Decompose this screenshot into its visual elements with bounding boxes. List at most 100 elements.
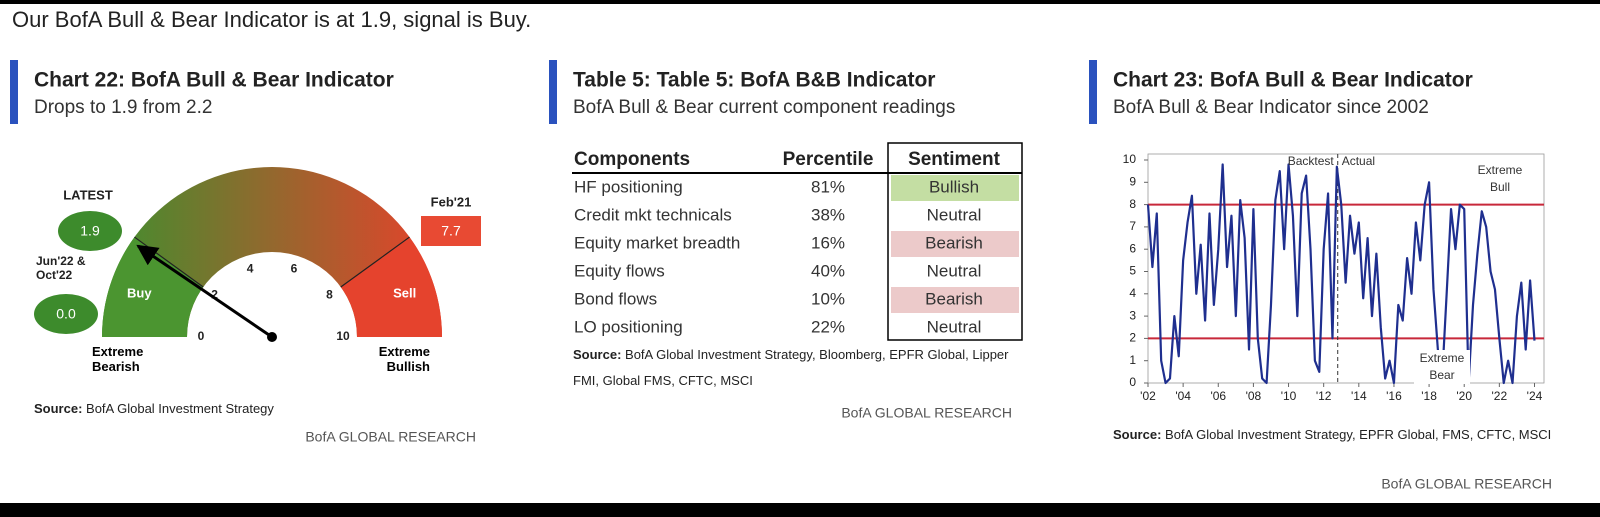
y-tick-label: 0 [1129, 375, 1136, 389]
table-cell: Neutral [927, 261, 982, 280]
line-source: Source: BofA Global Investment Strategy,… [1113, 427, 1552, 442]
line-title: Chart 23: BofA Bull & Bear Indicator [1113, 69, 1473, 92]
needle [136, 244, 273, 339]
y-tick-label: 3 [1129, 308, 1136, 322]
gauge-zone [340, 237, 442, 337]
label: Extreme Bullish [378, 344, 430, 374]
label: Extreme Bear [1414, 350, 1470, 384]
gauge-subtitle: Drops to 1.9 from 2.2 [34, 97, 212, 118]
table-cell: 16% [811, 233, 845, 252]
callout-label: LATEST [63, 187, 113, 202]
x-tick-label: '12 [1316, 389, 1332, 403]
table-cell: 40% [811, 261, 845, 280]
table-cell: Bond flows [574, 289, 657, 308]
table-source: Source: BofA Global Investment Strategy,… [573, 347, 1009, 388]
gauge-zone [102, 237, 204, 337]
x-tick-label: '14 [1351, 389, 1367, 403]
y-tick-label: 6 [1129, 241, 1136, 255]
sentiment-highlight [891, 175, 1019, 201]
callout-marker [421, 216, 481, 246]
y-tick-label: 4 [1129, 286, 1136, 300]
label-box: Jun'22 & Oct'22 [36, 254, 86, 282]
y-tick-label: 9 [1129, 174, 1136, 188]
top-border [0, 0, 1600, 4]
footer: BofA GLOBAL RESEARCH [841, 405, 1012, 421]
table-cell: 38% [811, 205, 845, 224]
sentiment-highlight [891, 287, 1019, 313]
gauge-title: Chart 22: BofA Bull & Bear Indicator [34, 69, 394, 92]
x-tick-label: '02 [1140, 389, 1156, 403]
headline: Our BofA Bull & Bear Indicator is at 1.9… [12, 7, 531, 32]
label: Extreme Bearish [92, 344, 144, 374]
source-text: BofA Global Investment Strategy, Bloombe… [573, 347, 1009, 388]
table-cell: Bullish [929, 177, 979, 196]
zone-label: Buy [127, 285, 152, 300]
annotation: Actual [1342, 154, 1375, 168]
table-cell: Bearish [925, 289, 983, 308]
label-box: Extreme Bullish [378, 344, 430, 374]
sentiment-highlight [891, 231, 1019, 257]
bottom-border [0, 503, 1600, 517]
table-cell: HF positioning [574, 177, 683, 196]
callout-value: 7.7 [441, 223, 461, 239]
table-cell: Equity market breadth [574, 233, 740, 252]
accent-bar [10, 60, 18, 124]
source-label: Source: [1113, 427, 1162, 442]
needle-hub [267, 332, 277, 342]
source-text: BofA Global Investment Strategy, EPFR Gl… [1165, 427, 1552, 442]
label-box: Extreme Bull [1477, 163, 1523, 194]
table-cell: Neutral [927, 205, 982, 224]
label: Jun'22 & Oct'22 [36, 254, 86, 282]
label: Extreme Bull [1477, 163, 1523, 194]
x-tick-label: '22 [1492, 389, 1508, 403]
gauge-tick-label: 8 [326, 287, 333, 301]
source-label: Source: [34, 401, 83, 416]
y-tick-label: 10 [1123, 152, 1137, 166]
label-box: Extreme Bearish [92, 344, 144, 374]
table-cell: 22% [811, 317, 845, 336]
y-tick-label: 5 [1129, 264, 1136, 278]
y-tick-label: 2 [1129, 331, 1136, 345]
column-header: Components [574, 149, 690, 170]
callout-marker [34, 294, 98, 334]
plot-frame [1147, 153, 1545, 384]
footer: BofA GLOBAL RESEARCH [305, 429, 476, 445]
accent-bar [549, 60, 557, 124]
accent-bar [1089, 60, 1097, 124]
annotation: Backtest [1288, 154, 1335, 168]
y-tick-label: 1 [1129, 353, 1136, 367]
label-box: Extreme Bear [1414, 350, 1470, 384]
callout-value: 0.0 [56, 306, 76, 322]
callout-label: Feb'21 [431, 194, 472, 209]
series-line [1146, 163, 1536, 385]
sentiment-column [887, 142, 1023, 341]
x-tick-label: '16 [1386, 389, 1402, 403]
line-subtitle: BofA Bull & Bear Indicator since 2002 [1113, 97, 1429, 118]
x-tick-label: '20 [1456, 389, 1472, 403]
x-tick-label: '18 [1421, 389, 1437, 403]
x-tick-label: '24 [1527, 389, 1543, 403]
table-subtitle: BofA Bull & Bear current component readi… [573, 97, 955, 118]
x-tick-label: '04 [1175, 389, 1191, 403]
gauge-tick-label: 0 [198, 329, 205, 343]
table-cell: Credit mkt technicals [574, 205, 732, 224]
gauge-tick-label: 6 [291, 262, 298, 276]
table-cell: 10% [811, 289, 845, 308]
gauge-tick-label: 10 [336, 329, 350, 343]
table-cell: Neutral [927, 317, 982, 336]
y-tick-label: 8 [1129, 197, 1136, 211]
source-label: Source: [573, 347, 622, 362]
zone-divider [340, 236, 410, 288]
gauge-tick-label: 2 [211, 287, 218, 301]
footer: BofA GLOBAL RESEARCH [1381, 476, 1552, 492]
column-header: Sentiment [908, 149, 1001, 170]
x-tick-label: '08 [1246, 389, 1262, 403]
table-cell: 81% [811, 177, 845, 196]
callout-value: 1.9 [80, 223, 100, 239]
gauge-source: Source: BofA Global Investment Strategy [34, 401, 274, 416]
table-cell: LO positioning [574, 317, 683, 336]
table-cell: Equity flows [574, 261, 665, 280]
callout-marker [58, 211, 122, 251]
gauge-tick-label: 4 [247, 262, 254, 276]
